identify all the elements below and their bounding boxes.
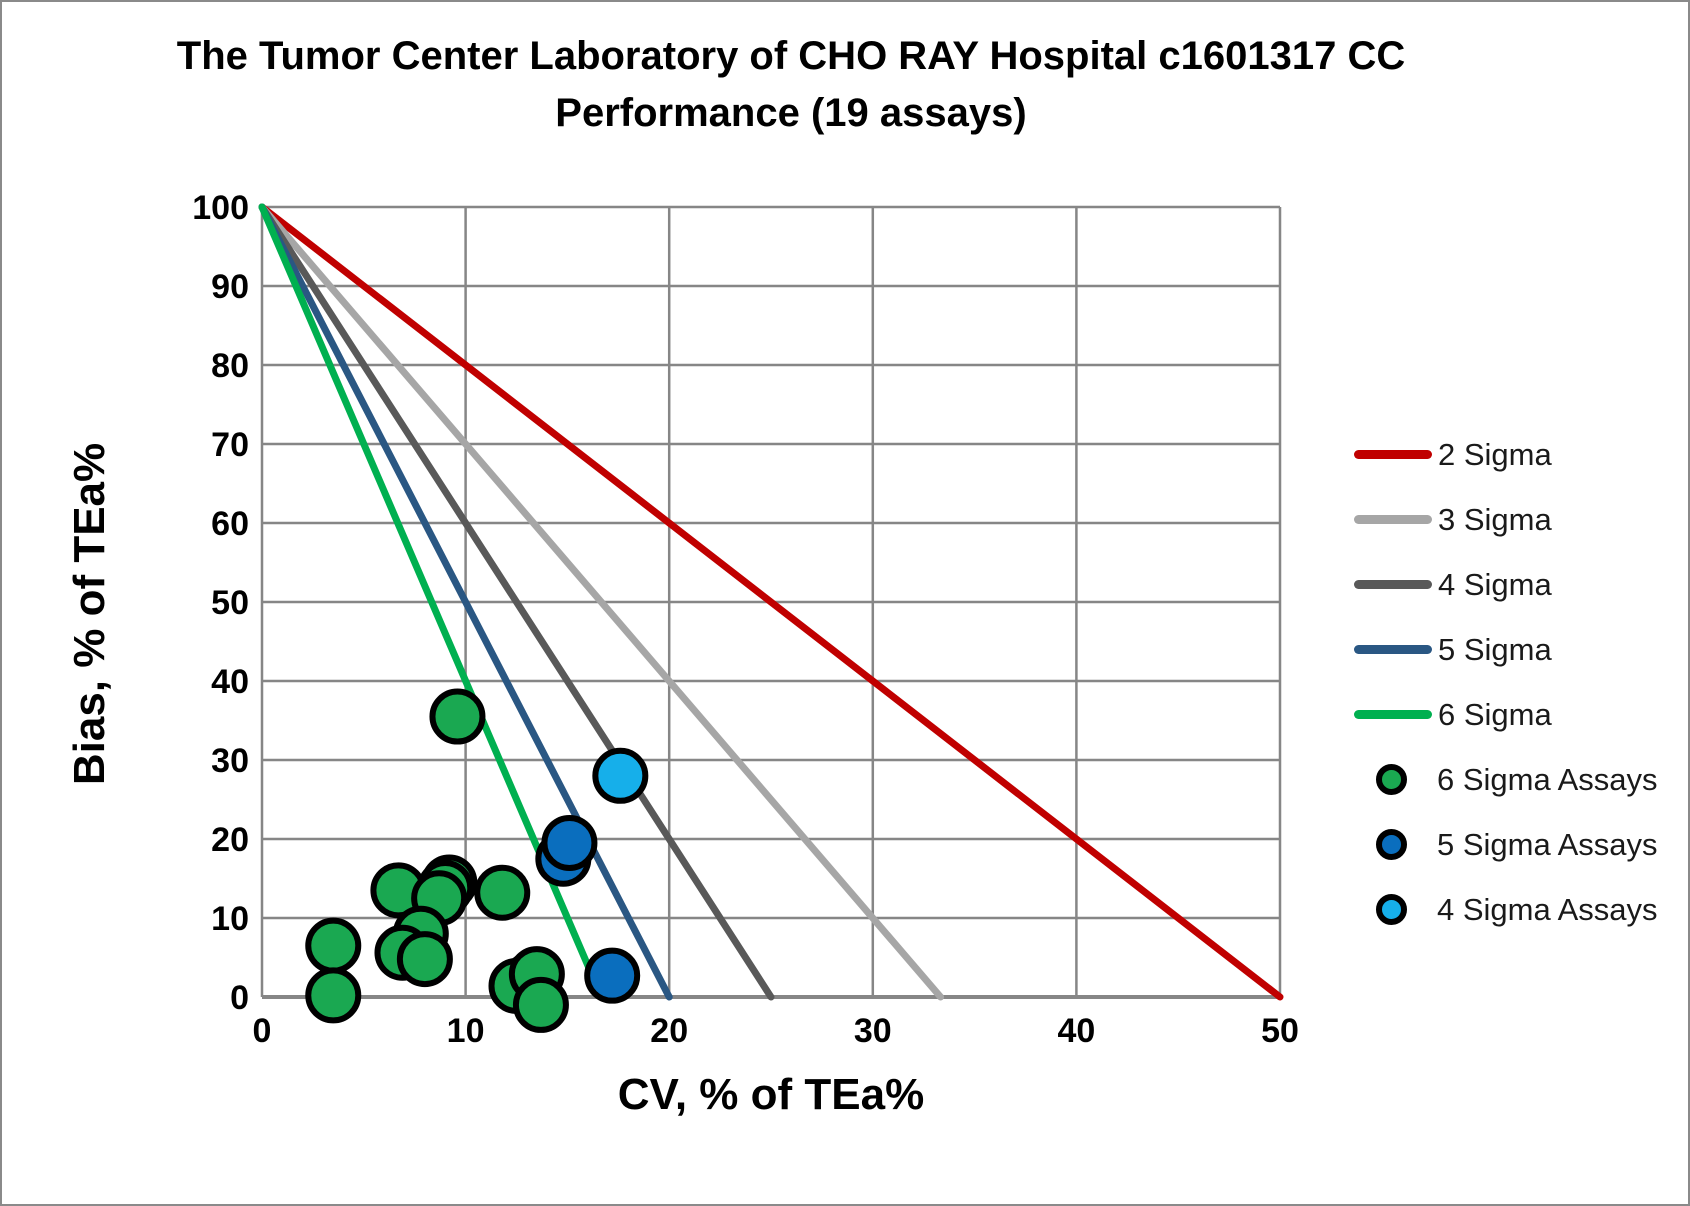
legend-label: 4 Sigma — [1438, 566, 1552, 602]
legend-marker-swatch — [1376, 764, 1407, 795]
y-tick-label: 20 — [211, 821, 249, 859]
legend-marker-swatch — [1376, 829, 1407, 860]
legend-item-5-sigma-assays: 5 Sigma Assays — [1354, 812, 1684, 877]
x-tick-label: 20 — [650, 1012, 688, 1050]
assay-marker-6-sigma-assays — [305, 917, 362, 974]
y-tick-label: 80 — [211, 347, 249, 385]
legend-item-6-sigma-assays: 6 Sigma Assays — [1354, 747, 1684, 812]
y-tick-label: 30 — [211, 742, 249, 780]
sigma-line-4-sigma — [258, 203, 775, 1001]
y-tick-label: 10 — [211, 900, 249, 938]
y-tick-label: 50 — [211, 584, 249, 622]
y-tick-label: 70 — [211, 426, 249, 464]
assay-marker-5-sigma-assays — [584, 947, 641, 1004]
legend-item-2-sigma: 2 Sigma — [1354, 422, 1684, 487]
legend-line-swatch — [1354, 515, 1432, 524]
x-tick-label: 30 — [854, 1012, 892, 1050]
chart-title-line1: The Tumor Center Laboratory of CHO RAY H… — [176, 34, 1406, 78]
sigma-line-5-sigma — [258, 203, 673, 1001]
legend-label: 6 Sigma — [1438, 696, 1552, 732]
legend-line-swatch — [1354, 710, 1432, 719]
assay-marker-6-sigma-assays — [429, 688, 486, 745]
y-tick-label: 40 — [211, 663, 249, 701]
x-tick-label: 10 — [447, 1012, 485, 1050]
x-tick-label: 50 — [1261, 1012, 1299, 1050]
legend-line-swatch — [1354, 450, 1432, 459]
y-tick-label: 90 — [211, 268, 249, 306]
assay-marker-5-sigma-assays — [541, 814, 598, 871]
x-tick-label: 0 — [253, 1012, 272, 1050]
legend-label: 5 Sigma Assays — [1437, 826, 1658, 862]
legend-label: 2 Sigma — [1438, 436, 1552, 472]
legend-label: 5 Sigma — [1438, 631, 1552, 667]
legend-label: 3 Sigma — [1438, 501, 1552, 537]
legend-marker-swatch — [1376, 894, 1407, 925]
chart-title-line2: Performance (19 assays) — [555, 91, 1027, 135]
y-tick-label: 100 — [192, 189, 249, 227]
assay-marker-4-sigma-assays — [592, 747, 649, 804]
chart-legend: 2 Sigma 3 Sigma 4 Sigma 5 Sigma 6 Sigma 6 Sig… — [1354, 422, 1684, 942]
legend-item-5-sigma: 5 Sigma — [1354, 617, 1684, 682]
assay-marker-6-sigma-assays — [474, 864, 531, 921]
y-tick-label: 60 — [211, 505, 249, 543]
legend-item-6-sigma: 6 Sigma — [1354, 682, 1684, 747]
sigma-line-3-sigma — [258, 203, 945, 1001]
legend-item-3-sigma: 3 Sigma — [1354, 487, 1684, 552]
assay-marker-6-sigma-assays — [512, 976, 569, 1033]
legend-line-swatch — [1354, 580, 1432, 589]
chart-title: The Tumor Center Laboratory of CHO RAY H… — [2, 28, 1580, 142]
legend-item-4-sigma: 4 Sigma — [1354, 552, 1684, 617]
legend-item-4-sigma-assays: 4 Sigma Assays — [1354, 877, 1684, 942]
legend-label: 6 Sigma Assays — [1437, 761, 1658, 797]
assay-marker-6-sigma-assays — [305, 967, 362, 1024]
legend-line-swatch — [1354, 645, 1432, 654]
sigma-line-2-sigma — [258, 203, 1284, 1001]
x-axis-title: CV, % of TEa% — [617, 1070, 925, 1119]
y-tick-label: 0 — [230, 979, 249, 1017]
legend-label: 4 Sigma Assays — [1437, 891, 1658, 927]
x-tick-label: 40 — [1057, 1012, 1095, 1050]
assay-marker-6-sigma-assays — [396, 931, 453, 988]
